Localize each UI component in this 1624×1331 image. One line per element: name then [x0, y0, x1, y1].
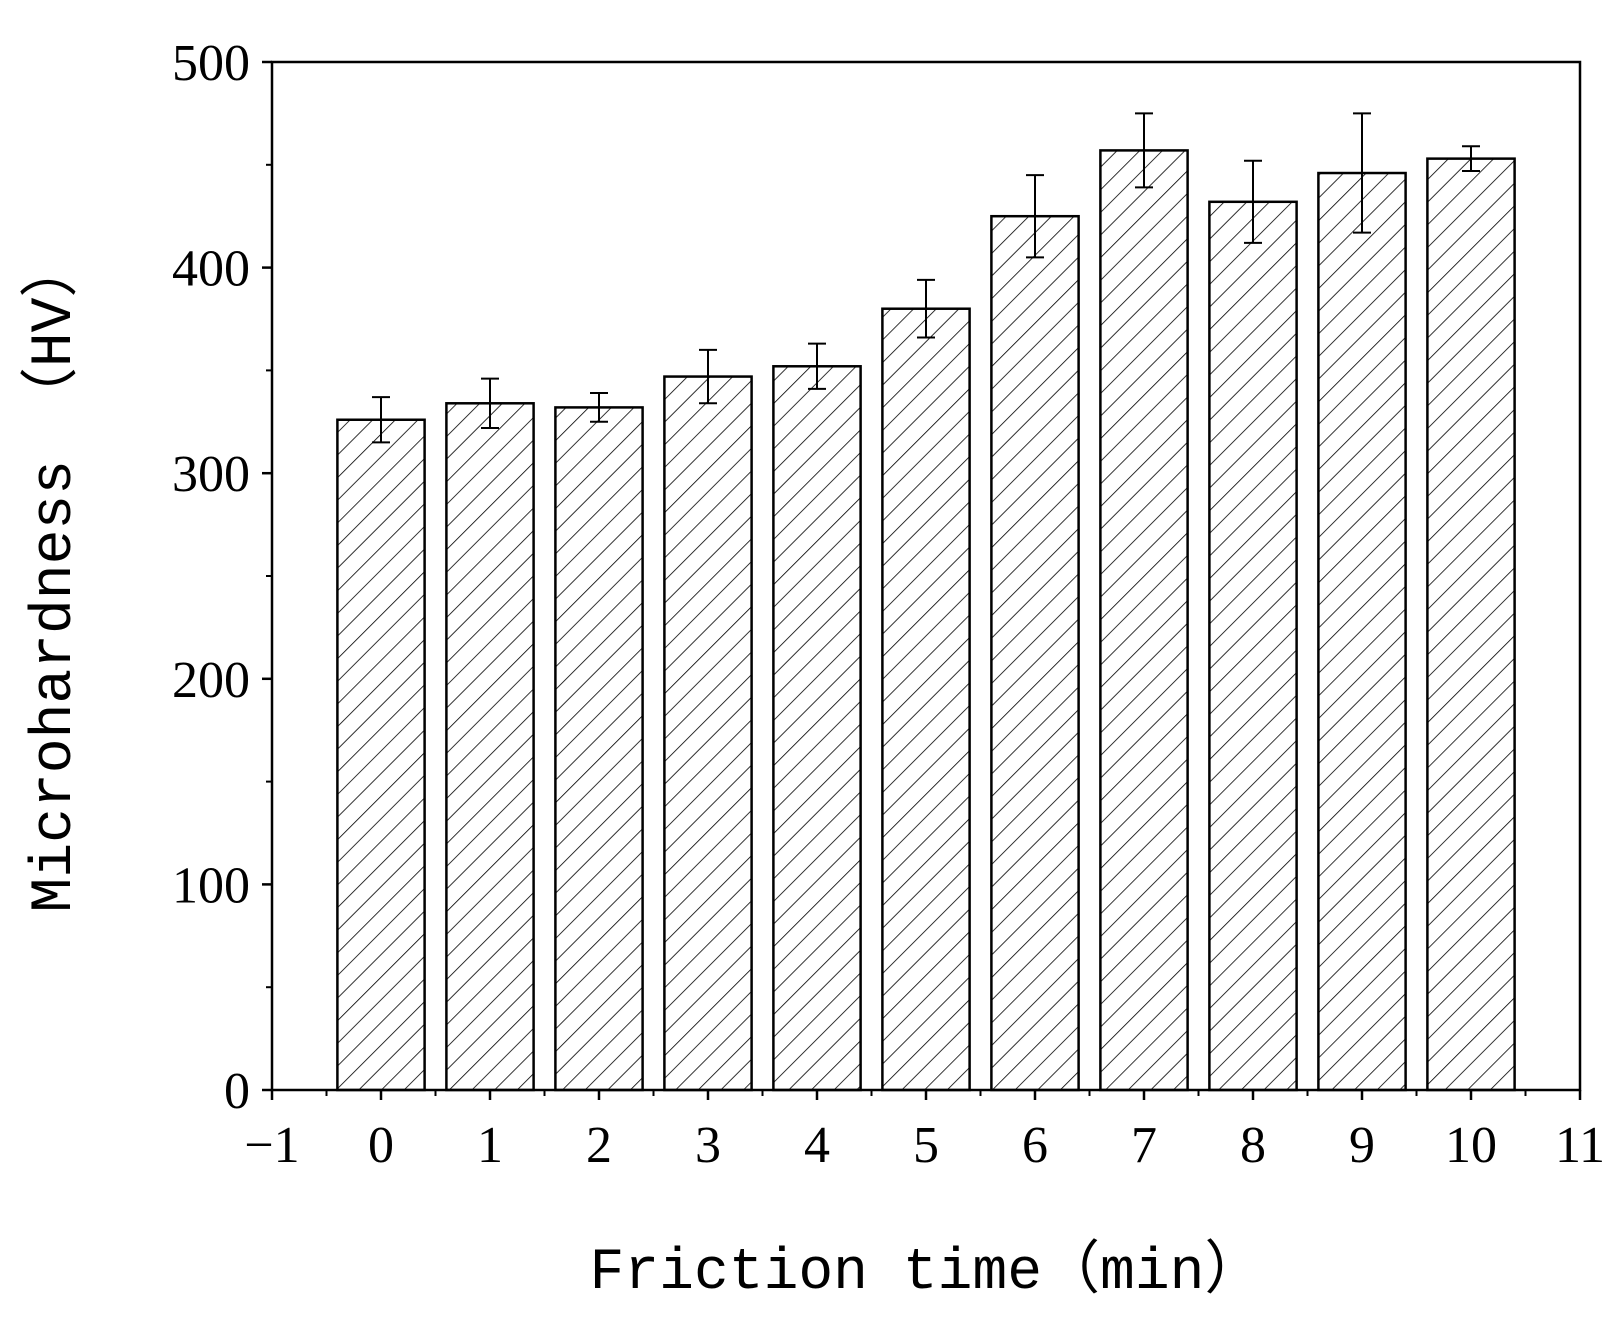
bar-0	[336, 418, 426, 1092]
error-bar-4	[808, 342, 826, 390]
y-ticks-group: 0 100 200 300 400 500	[172, 35, 272, 1120]
error-bar-7	[1135, 112, 1153, 189]
error-bar-5	[917, 278, 935, 339]
error-bar-10	[1462, 145, 1480, 172]
error-bar-1	[481, 377, 499, 429]
bar-2	[554, 406, 644, 1092]
y-tick-label: 400	[172, 241, 250, 298]
x-tick-label: 0	[368, 1117, 394, 1174]
bar-6	[990, 214, 1080, 1092]
y-tick-label: 200	[172, 652, 250, 709]
y-axis-title: Microhardness （HV）	[20, 240, 88, 913]
x-tick-label: 7	[1131, 1117, 1157, 1174]
x-axis-title: Friction time（min）	[590, 1238, 1263, 1306]
bar-7	[1099, 149, 1189, 1092]
x-tick-label: 9	[1349, 1117, 1375, 1174]
bar-10	[1426, 157, 1516, 1092]
x-tick-label: 4	[804, 1117, 830, 1174]
error-bar-9	[1353, 112, 1371, 234]
error-bar-2	[590, 392, 608, 423]
bar-5	[881, 307, 971, 1092]
bar-1	[445, 402, 535, 1092]
y-tick-label: 300	[172, 446, 250, 503]
y-tick-label: 100	[172, 857, 250, 914]
x-tick-label: 11	[1555, 1117, 1605, 1174]
x-ticks-group: −1 0 1 2 3 4 5 6 7 8 9 10 11	[244, 1090, 1605, 1174]
bar-9	[1317, 171, 1407, 1092]
x-tick-label: 8	[1240, 1117, 1266, 1174]
x-tick-label: −1	[244, 1117, 299, 1174]
x-tick-label: 6	[1022, 1117, 1048, 1174]
bars-group	[336, 149, 1516, 1092]
y-tick-label: 500	[172, 35, 250, 92]
x-tick-label: 2	[586, 1117, 612, 1174]
bar-8	[1208, 200, 1298, 1092]
error-bar-6	[1026, 174, 1044, 259]
error-bar-0	[372, 396, 390, 444]
x-tick-label: 5	[913, 1117, 939, 1174]
error-bars-group	[372, 112, 1480, 444]
x-tick-label: 10	[1445, 1117, 1497, 1174]
bar-3	[663, 375, 753, 1092]
x-tick-label: 1	[477, 1117, 503, 1174]
error-bar-8	[1244, 159, 1262, 244]
error-bar-3	[699, 348, 717, 405]
y-tick-label: 0	[224, 1063, 250, 1120]
bar-4	[772, 365, 862, 1092]
x-tick-label: 3	[695, 1117, 721, 1174]
